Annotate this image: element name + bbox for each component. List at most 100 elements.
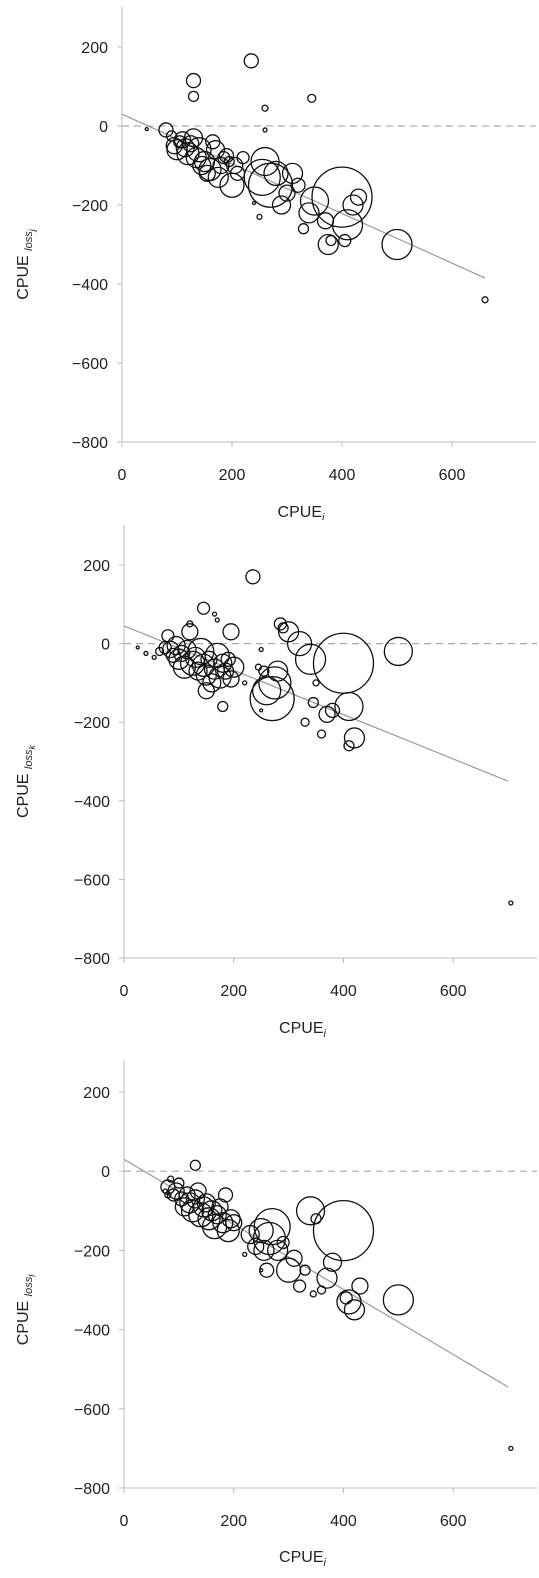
data-point	[187, 637, 215, 666]
data-point	[307, 696, 319, 709]
x-tick-label: 400	[330, 983, 357, 1000]
data-point	[243, 53, 259, 69]
trend-line	[123, 1158, 509, 1388]
data-point	[248, 1217, 274, 1244]
data-point	[172, 644, 191, 663]
data-point	[266, 660, 289, 682]
y-tick-label: 200	[83, 558, 110, 575]
data-point	[290, 177, 306, 193]
y-axis-label: CPUE lossk	[15, 745, 37, 818]
data-point	[331, 209, 364, 241]
y-tick-label: −400	[74, 794, 110, 811]
x-tick-label: 400	[330, 1513, 357, 1530]
data-point	[297, 223, 310, 235]
data-point	[312, 679, 320, 687]
data-point	[259, 708, 264, 713]
axes: 200 0 −200 −400 −600 −800 0 200 400 600	[72, 7, 536, 484]
x-axis-label: CPUEi	[279, 1549, 326, 1569]
data-point	[276, 1235, 290, 1250]
chart-panel-1: 200 0 −200 −400 −600 −800 0 200 400 600 CPUEi CPUE …	[0, 0, 539, 524]
y-tick-label: −800	[74, 1481, 110, 1498]
data-point	[225, 1214, 243, 1232]
data-point	[173, 1177, 185, 1189]
data-point	[151, 654, 157, 661]
data-point	[218, 147, 235, 164]
axes: 200 0 −200 −400 −600 −800 0 200 400 600	[74, 525, 537, 1000]
data-point	[207, 1205, 227, 1225]
data-point	[299, 186, 330, 216]
data-point	[317, 233, 339, 256]
y-tick-label: −200	[72, 198, 108, 215]
data-point	[256, 213, 263, 221]
data-point	[381, 228, 413, 261]
x-tick-label: 400	[329, 467, 356, 484]
data-point	[222, 623, 240, 641]
data-point	[307, 93, 317, 103]
data-point	[262, 127, 268, 133]
data-point	[211, 611, 218, 617]
data-point	[161, 629, 175, 643]
data-point	[309, 1290, 317, 1298]
data-point	[166, 1175, 175, 1183]
data-point	[322, 1252, 343, 1272]
data-point	[263, 160, 289, 187]
x-tick-label: 200	[220, 983, 247, 1000]
y-tick-label: −200	[74, 715, 110, 732]
data-point	[382, 1284, 415, 1316]
data-point	[316, 1267, 338, 1289]
data-point	[325, 234, 337, 247]
data-point	[186, 137, 212, 163]
data-point	[481, 296, 489, 304]
y-tick-label: −400	[72, 277, 108, 294]
data-point	[236, 150, 250, 165]
data-point	[338, 233, 352, 248]
data-points	[160, 1159, 514, 1452]
data-point	[249, 675, 295, 722]
y-tick-label: −200	[74, 1243, 110, 1260]
data-point	[197, 1207, 221, 1231]
x-tick-label: 200	[219, 467, 246, 484]
data-point	[189, 1159, 201, 1171]
y-tick-label: −400	[74, 1323, 110, 1340]
x-tick-label: 0	[120, 1513, 129, 1530]
data-point	[285, 1249, 303, 1267]
data-point	[182, 135, 200, 153]
data-point	[205, 140, 226, 160]
data-point	[180, 1199, 205, 1223]
data-point	[167, 1182, 185, 1200]
data-point	[207, 166, 229, 189]
data-point	[179, 650, 206, 676]
x-tick-label: 0	[120, 983, 129, 1000]
data-point	[275, 1257, 302, 1283]
data-point	[197, 682, 215, 700]
data-point	[223, 155, 235, 168]
data-point	[212, 1212, 234, 1234]
data-point	[185, 72, 202, 89]
y-tick-label: 0	[99, 119, 108, 136]
data-point	[144, 127, 149, 132]
y-tick-label: 200	[81, 40, 108, 57]
data-point	[247, 1237, 265, 1256]
data-point	[295, 1196, 326, 1226]
data-point	[217, 1187, 234, 1203]
data-point	[245, 569, 261, 585]
chart-2-svg: 200 0 −200 −400 −600 −800 0 200 400 600 CPUEi CPUE …	[15, 525, 537, 1040]
data-point	[242, 680, 248, 686]
data-point	[258, 666, 292, 700]
y-axis-label: CPUE lossj	[15, 228, 37, 299]
data-point	[316, 212, 335, 230]
data-point	[334, 691, 364, 722]
axes: 200 0 −200 −400 −600 −800 0 200 400 600	[74, 1052, 537, 1530]
data-points	[135, 569, 514, 906]
data-point	[243, 158, 281, 197]
data-point	[383, 636, 414, 667]
data-point	[143, 650, 149, 657]
data-point	[223, 656, 245, 678]
data-point	[339, 1291, 353, 1305]
chart-3-svg: 200 0 −200 −400 −600 −800 0 200 400 600 CPUEi CPUE …	[15, 1052, 537, 1569]
data-point	[186, 620, 194, 628]
data-point	[242, 1251, 248, 1258]
data-point	[217, 700, 229, 713]
data-point	[312, 632, 375, 694]
chart-1-svg: 200 0 −200 −400 −600 −800 0 200 400 600 CPUEi CPUE …	[15, 7, 536, 524]
